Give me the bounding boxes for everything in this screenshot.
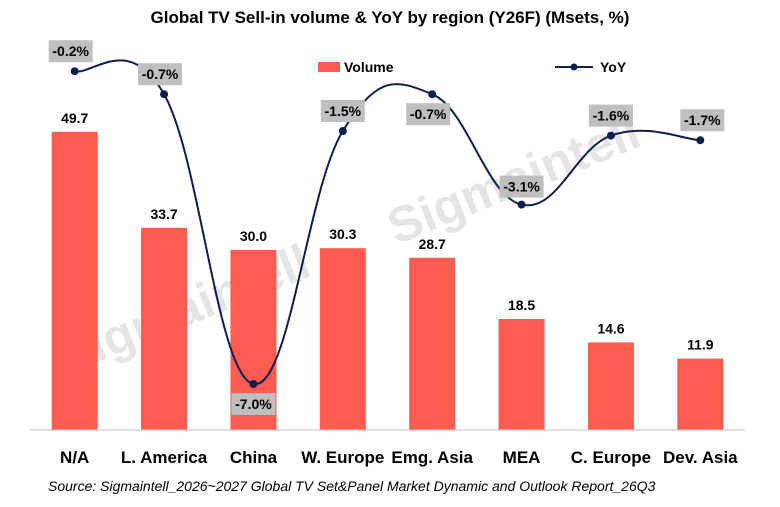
yoy-label-box-6: [499, 175, 544, 198]
bar-value-label-3: 30.0: [240, 228, 267, 244]
x-tick-label-3: China: [230, 448, 278, 467]
source-note: Source: Sigmaintell_2026~2027 Global TV …: [48, 478, 656, 494]
x-tick-label-5: Emg. Asia: [391, 448, 473, 467]
legend-label-yoy: YoY: [600, 59, 627, 75]
bar-value-label-4: 30.3: [329, 226, 356, 242]
x-tick-label-7: C. Europe: [571, 448, 651, 467]
yoy-label-box-2: [138, 63, 183, 86]
x-tick-label-1: N/A: [60, 448, 89, 467]
yoy-point-5: [428, 90, 437, 99]
bar-8: [677, 358, 724, 430]
yoy-label-box-8: [680, 109, 725, 132]
legend-label-volume: Volume: [344, 59, 394, 75]
yoy-line-layer: [70, 59, 705, 388]
yoy-label-box-5: [406, 103, 451, 126]
yoy-value-label-4: -1.5%: [325, 103, 362, 119]
x-axis: N/A L. America China W. Europe Emg. Asia MEA C…: [30, 429, 745, 467]
legend: Volume YoY: [318, 59, 627, 75]
data-labels: 49.7 33.7 30.0 30.3 28.7 18.5 14.6 11.9 -0.2% -0.…: [48, 40, 725, 415]
yoy-point-1: [70, 67, 79, 76]
yoy-value-label-7: -1.6%: [593, 108, 630, 124]
x-tick-label-2: L. America: [121, 448, 208, 467]
yoy-value-label-8: -1.7%: [684, 112, 721, 128]
yoy-point-3: [249, 380, 258, 388]
yoy-point-8: [696, 136, 705, 145]
x-tick-label-8: Dev. Asia: [663, 448, 738, 467]
yoy-value-label-5: -0.7%: [410, 106, 447, 122]
bar-value-label-5: 28.7: [419, 236, 446, 252]
yoy-value-label-3: -7.0%: [235, 396, 272, 412]
yoy-label-box-4: [320, 100, 365, 122]
legend-swatch-volume: [318, 62, 340, 72]
yoy-value-label-1: -0.2%: [52, 43, 89, 59]
bar-5: [409, 257, 456, 430]
x-tick-label-4: W. Europe: [301, 448, 384, 467]
yoy-point-7: [606, 131, 615, 140]
yoy-point-6: [517, 200, 526, 209]
bar-value-label-2: 33.7: [150, 206, 177, 222]
bar-value-label-6: 18.5: [508, 297, 535, 313]
yoy-label-box-3: [231, 393, 276, 415]
yoy-point-2: [160, 90, 169, 99]
bar-6: [498, 319, 545, 430]
bar-1: [51, 131, 98, 431]
bar-value-label-1: 49.7: [61, 110, 88, 126]
x-tick-label-6: MEA: [503, 448, 541, 467]
bar-value-label-7: 14.6: [597, 320, 624, 336]
yoy-value-label-6: -3.1%: [503, 179, 540, 195]
volume-bars: [51, 131, 724, 431]
bar-4: [319, 248, 366, 430]
legend-marker-yoy: [570, 63, 578, 71]
chart-title: Global TV Sell-in volume & YoY by region…: [150, 8, 630, 27]
bar-7: [587, 342, 634, 430]
yoy-label-box-7: [588, 104, 633, 127]
yoy-value-label-2: -0.7%: [142, 66, 179, 82]
yoy-label-box-1: [48, 40, 93, 63]
yoy-point-4: [338, 127, 347, 135]
bar-value-label-8: 11.9: [687, 337, 714, 353]
bar-2: [141, 227, 188, 430]
